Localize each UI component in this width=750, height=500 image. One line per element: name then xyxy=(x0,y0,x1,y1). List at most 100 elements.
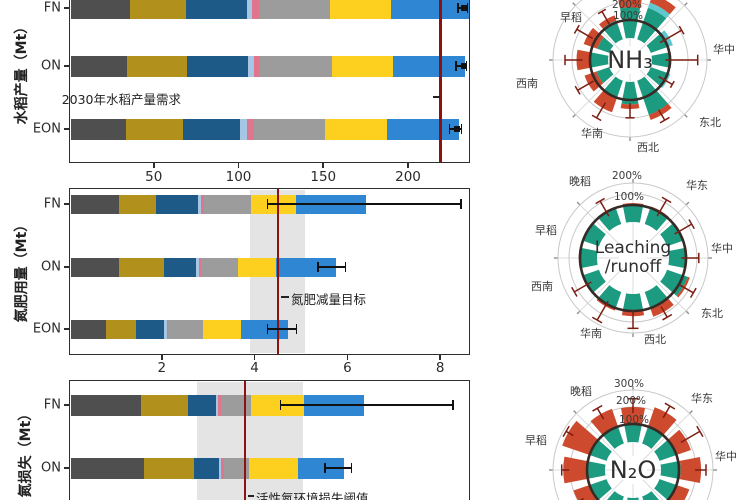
bar-segment xyxy=(187,55,249,77)
bar-segment xyxy=(250,394,304,416)
bar-segment xyxy=(253,118,325,140)
petal-whisker xyxy=(662,405,671,419)
bar-segment xyxy=(224,457,250,479)
spoke-tick xyxy=(573,410,577,414)
whisker-cap xyxy=(696,425,704,438)
grid-spoke xyxy=(575,5,621,51)
petal-whisker xyxy=(679,284,694,294)
grid-spoke xyxy=(642,204,687,249)
y-axis-title-n-loss: 氮损失（Mt） xyxy=(18,406,34,498)
row-label-FN: FN xyxy=(43,397,61,413)
petal-whisker xyxy=(573,281,592,293)
center-label-line: /runoff xyxy=(604,257,662,277)
ring-label: 200% xyxy=(615,395,647,407)
petal-teal xyxy=(627,497,639,500)
x-tick-mark xyxy=(237,163,240,168)
whisker-cap xyxy=(678,25,685,35)
petal-red xyxy=(679,457,702,483)
x-tick-mark xyxy=(322,163,325,168)
hundred-percent-ring xyxy=(585,422,681,500)
bar-end-marker xyxy=(461,5,467,11)
bar-segment xyxy=(70,457,145,479)
row-label-ON: ON xyxy=(41,259,61,275)
row-tick xyxy=(64,203,69,205)
grid-spoke xyxy=(575,69,621,115)
center-label-nh3: NH₃ xyxy=(607,46,653,74)
petal-teal xyxy=(597,37,614,53)
bar-segment xyxy=(164,319,167,339)
petal-teal xyxy=(660,269,688,297)
petal-whisker xyxy=(659,29,683,44)
grid-spoke xyxy=(639,69,685,115)
region-label: 西南 xyxy=(531,280,553,293)
petal-whisker xyxy=(656,199,668,217)
whisker-cap xyxy=(597,8,607,15)
region-label: 华东 xyxy=(686,179,708,192)
bar-segment xyxy=(249,457,298,479)
petal-whisker xyxy=(576,28,594,40)
x-tick-mark xyxy=(253,355,256,360)
petal-teal xyxy=(622,293,644,312)
whisker-cap xyxy=(664,402,676,410)
error-cap xyxy=(266,324,269,334)
bar-segment xyxy=(201,194,205,214)
spoke-tick xyxy=(572,113,577,118)
x-tick-mark xyxy=(161,355,163,360)
bar-segment xyxy=(237,257,276,277)
reference-label-rice-yield: 2030年水稻产量需求 xyxy=(61,92,181,107)
bar-segment xyxy=(185,0,247,19)
petal-whisker xyxy=(601,10,611,25)
spoke-tick xyxy=(683,2,688,7)
petal-whisker xyxy=(577,80,594,91)
grid-ring xyxy=(552,0,708,138)
error-cap xyxy=(324,463,326,473)
whisker-cap xyxy=(662,313,673,321)
x-tick-label: 200 xyxy=(395,169,421,185)
bar-segment xyxy=(248,55,254,77)
petal-whisker xyxy=(599,200,610,217)
bar-segment xyxy=(258,55,333,77)
ring-label: 100% xyxy=(618,414,650,426)
grid-ring xyxy=(552,389,714,500)
bar-segment xyxy=(239,118,247,140)
error-bar xyxy=(266,328,298,330)
polar-chart-n2o xyxy=(549,386,717,500)
panel-box-n-loss xyxy=(69,380,470,500)
error-cap xyxy=(295,324,298,334)
polar-charts: NH₃ 100% 200% 早稻 西南 华南 西北 东北 华中 Leaching/runoff 10… xyxy=(500,0,750,500)
bar-segment xyxy=(329,0,391,19)
petal-teal xyxy=(624,423,642,443)
ring-label: 100% xyxy=(612,10,644,22)
bar-segment xyxy=(70,0,130,19)
bar-segment xyxy=(141,394,189,416)
bar-segment xyxy=(392,55,466,77)
bar-end-marker xyxy=(454,126,461,132)
bar-segment xyxy=(166,319,169,339)
whisker-cap xyxy=(574,85,581,95)
petal-whisker xyxy=(680,430,701,443)
row-tick xyxy=(64,128,69,130)
error-cap xyxy=(457,3,459,13)
y-axis-title-rice-yield: 水稻产量（Mt） xyxy=(14,19,30,125)
whisker-cap xyxy=(573,24,580,34)
bar-segment xyxy=(332,55,393,77)
bar-segment xyxy=(136,319,165,339)
whisker-cap xyxy=(688,219,695,230)
bar-segment xyxy=(156,194,199,214)
ring-label: 200% xyxy=(611,0,643,11)
bar-segment xyxy=(275,257,336,277)
row-label-FN: FN xyxy=(43,0,61,16)
x-tick-mark xyxy=(152,163,155,168)
reference-dash xyxy=(433,96,440,98)
bar-segment xyxy=(129,0,186,19)
whisker-cap xyxy=(591,316,603,324)
grid-spoke xyxy=(579,204,624,249)
petal-teal xyxy=(651,52,671,68)
error-cap xyxy=(279,400,282,410)
reference-dash xyxy=(248,495,254,497)
grid-ring xyxy=(557,182,709,334)
error-cap xyxy=(460,199,462,209)
region-label: 东北 xyxy=(701,307,723,320)
x-tick-mark xyxy=(407,163,409,168)
row-tick xyxy=(64,7,69,9)
